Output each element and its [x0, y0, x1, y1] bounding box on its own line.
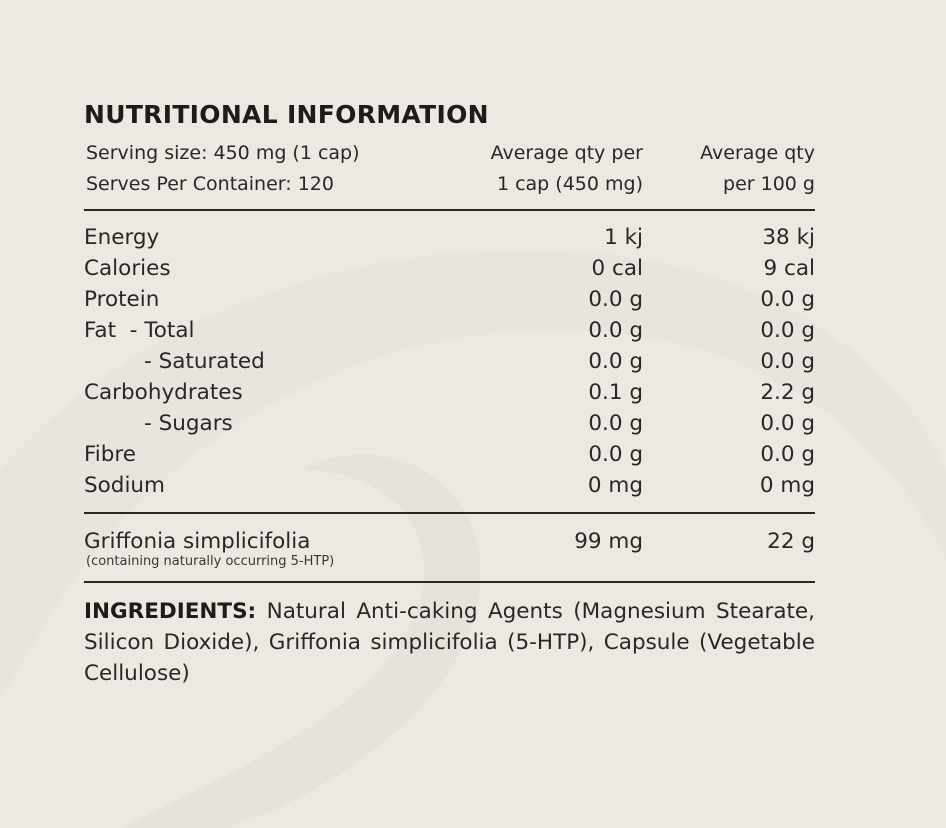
row-value-per-100g: 0.0 g	[760, 287, 815, 312]
table-row: Carbohydrates 0.1 g 2.2 g	[84, 377, 815, 408]
row-label: - Saturated	[144, 349, 265, 374]
table-row: Protein 0.0 g 0.0 g	[84, 284, 815, 315]
row-value-per-cap: 0 mg	[587, 473, 643, 498]
divider	[84, 209, 815, 211]
row-value-per-100g: 0.0 g	[760, 411, 815, 436]
ingredients-block: INGREDIENTS: Natural Anti-caking Agents …	[84, 596, 815, 689]
row-value-per-cap: 1 kj	[604, 225, 643, 250]
active-value-per-100g: 22 g	[767, 529, 815, 554]
row-label: Sodium	[84, 473, 165, 498]
column-header-per-100g-line2: per 100 g	[723, 173, 815, 195]
row-label: Protein	[84, 287, 160, 312]
row-value-per-cap: 0.0 g	[588, 318, 643, 343]
panel-title: NUTRITIONAL INFORMATION	[84, 100, 489, 129]
row-value-per-100g: 0.0 g	[760, 349, 815, 374]
row-value-per-cap: 0.0 g	[588, 411, 643, 436]
table-row: Fat - Total 0.0 g 0.0 g	[84, 315, 815, 346]
column-header-per-cap-line2: 1 cap (450 mg)	[496, 173, 643, 195]
row-label: - Sugars	[144, 411, 233, 436]
active-ingredient-row: Griffonia simplicifolia 99 mg 22 g	[84, 526, 815, 557]
column-header-per-cap: Average qty per 1 cap (450 mg)	[491, 138, 643, 200]
table-row: Energy 1 kj 38 kj	[84, 222, 815, 253]
ingredients-text: Natural Anti-caking Agents (Magnesium St…	[84, 599, 815, 686]
row-value-per-100g: 38 kj	[762, 225, 815, 250]
active-value-per-cap: 99 mg	[574, 529, 643, 554]
row-label: Calories	[84, 256, 171, 281]
column-header-per-100g: Average qty per 100 g	[700, 138, 815, 200]
serving-info: Serving size: 450 mg (1 cap) Serves Per …	[86, 138, 360, 200]
row-value-per-cap: 0 cal	[591, 256, 643, 281]
active-ingredient-label: Griffonia simplicifolia	[84, 529, 311, 554]
ingredients-heading: INGREDIENTS:	[84, 599, 257, 624]
row-value-per-100g: 0.0 g	[760, 318, 815, 343]
row-value-per-cap: 0.0 g	[588, 442, 643, 467]
row-value-per-cap: 0.0 g	[588, 287, 643, 312]
divider	[84, 581, 815, 583]
row-value-per-cap: 0.1 g	[588, 380, 643, 405]
row-value-per-100g: 0 mg	[759, 473, 815, 498]
row-value-per-100g: 0.0 g	[760, 442, 815, 467]
divider	[84, 512, 815, 514]
serving-size: Serving size: 450 mg (1 cap)	[86, 142, 360, 164]
serves-per-container: Serves Per Container: 120	[86, 173, 334, 195]
table-row: - Sugars 0.0 g 0.0 g	[84, 408, 815, 439]
row-label: Fibre	[84, 442, 137, 467]
row-label: Energy	[84, 225, 160, 250]
column-header-per-cap-line1: Average qty per	[490, 142, 643, 164]
row-value-per-100g: 9 cal	[763, 256, 815, 281]
row-label: Carbohydrates	[84, 380, 243, 405]
row-value-per-100g: 2.2 g	[760, 380, 815, 405]
active-ingredient-note: (containing naturally occurring 5-HTP)	[86, 554, 335, 569]
table-row: Fibre 0.0 g 0.0 g	[84, 439, 815, 470]
row-value-per-cap: 0.0 g	[588, 349, 643, 374]
table-row: Sodium 0 mg 0 mg	[84, 470, 815, 501]
table-row: - Saturated 0.0 g 0.0 g	[84, 346, 815, 377]
column-header-per-100g-line1: Average qty	[700, 142, 815, 164]
table-row: Calories 0 cal 9 cal	[84, 253, 815, 284]
row-label: Fat - Total	[84, 318, 195, 343]
